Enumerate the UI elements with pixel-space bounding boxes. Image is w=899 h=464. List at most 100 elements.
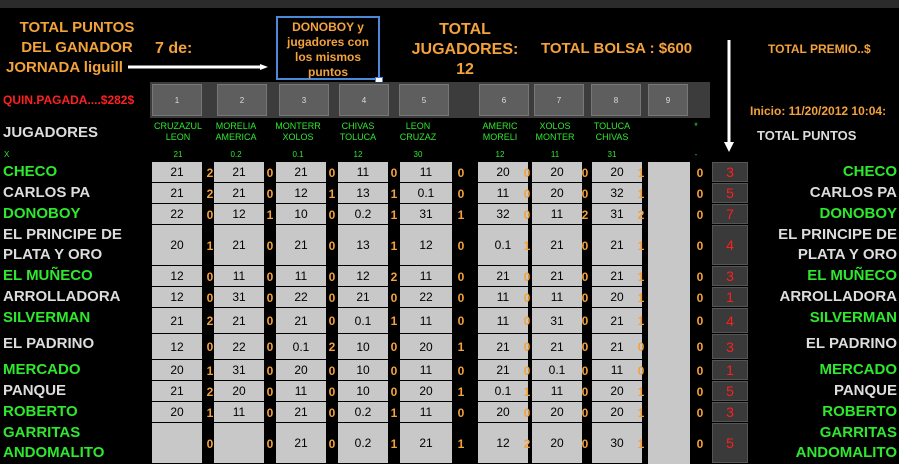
score-value: 1: [206, 405, 214, 420]
match-header: MONTERR XOLOS: [270, 121, 326, 143]
score-value: 1: [637, 290, 645, 305]
score-value: 2: [637, 207, 645, 222]
score-value: 0: [266, 238, 274, 253]
score-value-9: 0: [696, 405, 704, 420]
score-value: 1: [266, 207, 274, 222]
player-name: PANQUE: [3, 382, 67, 399]
prediction-cell-9: [648, 423, 690, 464]
prediction-cell: 12: [152, 266, 202, 286]
score-value: 0: [581, 165, 589, 180]
prediction-cell: 11: [532, 204, 582, 224]
score-value: 1: [457, 340, 465, 354]
prediction-cell: 21: [214, 162, 264, 182]
prediction-cell: 21: [276, 423, 326, 463]
score-value: 1: [457, 207, 465, 222]
player-row[interactable]: GARRITAS ANDOMALITO 21 0.2 21 12 20 30 0 0 0 1 1 2 0 1…: [0, 423, 899, 464]
match-points: 12: [495, 150, 505, 159]
player-row[interactable]: PANQUE 21 20 11 10 20 0.1 11 20 2 0 0 0 1 1 0 1 0 5 PANQUE: [0, 381, 899, 402]
match-points: 0.2: [230, 150, 242, 159]
match-header: AMERIC MORELI: [472, 121, 528, 143]
prediction-cell-9: [648, 287, 690, 308]
match-team-home: XOLOS: [539, 121, 571, 131]
prediction-cell: 21: [214, 308, 264, 333]
score-value-9: 0: [696, 238, 704, 253]
total-points: 5: [712, 381, 748, 401]
score-value-9: 0: [696, 436, 704, 451]
total-points: 4: [712, 225, 748, 265]
score-value: 0: [457, 405, 465, 420]
match-team-home: MORELIA: [215, 121, 257, 131]
player-name: EL MUÑECO: [3, 267, 93, 284]
match-team-home: TOLUCA: [593, 121, 631, 131]
prediction-cell: 12: [400, 225, 452, 265]
player-row[interactable]: ROBERTO 20 11 21 0.2 11 20 20 20 1 0 0 1 0 0 0 1 0 3 ROBERT…: [0, 402, 899, 423]
callout-textbox[interactable]: DONOBOY y jugadores con los mismos punto…: [276, 16, 380, 80]
player-name-right: PANQUE: [833, 382, 897, 399]
score-value: 2: [390, 269, 398, 284]
jornada-label: JORNADA liguill: [6, 59, 123, 76]
prediction-cell: 21: [338, 287, 388, 307]
score-value: 1: [390, 186, 398, 201]
total-points: 5: [712, 423, 748, 463]
prediction-cell: 21: [276, 308, 326, 333]
score-value: 1: [390, 436, 398, 451]
score-value: 1: [637, 384, 645, 399]
total-puntos-ganador-label: TOTAL PUNTOS DEL GANADOR: [19, 19, 135, 56]
prediction-cell: 0.2: [338, 204, 388, 224]
player-row[interactable]: ARROLLADORA 12 31 22 21 22 11 11 20 0 0 0 0 0 0 0 1 0 1 ARR…: [0, 287, 899, 308]
player-row[interactable]: DONOBOY 22 12 10 0.2 31 32 11 31 0 1 0 1 1 0 2 2 0 7 DONOBO…: [0, 204, 899, 225]
match-team-away: CHIVAS: [595, 132, 629, 142]
score-value: 2: [206, 186, 214, 201]
score-value: 0: [457, 269, 465, 284]
player-name: SILVERMAN: [3, 309, 91, 326]
player-row[interactable]: EL MUÑECO 12 11 11 12 11 21 21 21 0 0 0 2 0 0 0 1 0 3 EL MU…: [0, 266, 899, 287]
match-number-4: 4: [339, 84, 389, 116]
prediction-cell: 21: [152, 162, 202, 182]
player-name-right: CHECO: [842, 163, 897, 180]
quin-pagada-label: QUIN.PAGADA....$282$: [3, 93, 135, 107]
prediction-cell-9: [648, 308, 690, 334]
prediction-cell: 12: [214, 204, 264, 224]
player-row[interactable]: MERCADO 20 31 20 10 11 21 0.1 11 1 0 0 0 0 0 0 0 0 1 MERCAD…: [0, 360, 899, 381]
prediction-cell: 11: [532, 381, 582, 401]
score-value: 0: [206, 340, 214, 354]
score-value: 0: [390, 340, 398, 354]
prediction-cell: 10: [338, 360, 388, 380]
prediction-cell: 12: [478, 423, 528, 463]
prediction-cell: 21: [276, 402, 326, 422]
score-value: 0: [581, 384, 589, 399]
score-value: 0: [206, 290, 214, 305]
prediction-cell: 11: [276, 381, 326, 401]
player-row[interactable]: EL PRINCIPE DE PLATA Y ORO 20 21 21 13 12 0.1 2…: [0, 225, 899, 266]
match-number-8: 8: [591, 84, 641, 116]
score-value: 1: [637, 314, 645, 328]
player-name-right: ROBERTO: [822, 403, 897, 420]
score-value: 0: [581, 363, 589, 378]
score-value: 0: [581, 269, 589, 284]
score-value: 0: [581, 238, 589, 253]
score-value: 0: [266, 290, 274, 305]
player-row[interactable]: CHECO 21 21 21 11 11 20 20 20 2 0 0 0 0 0 0 1 0 3 CHECO: [0, 162, 899, 183]
prediction-cell: 11: [214, 402, 264, 422]
player-row[interactable]: CARLOS PA 21 21 12 13 0.1 11 20 32 2 0 1 1 0 0 0 1 0 5 CARL…: [0, 183, 899, 204]
player-name-right: CARLOS PA: [809, 184, 897, 201]
prediction-cell: 20: [532, 402, 582, 422]
prediction-cell-9: [648, 381, 690, 402]
score-value: 0: [523, 290, 531, 305]
prediction-cell-9: [648, 334, 690, 360]
player-name: EL PADRINO: [3, 335, 95, 352]
score-value: 0: [581, 314, 589, 328]
x-label: X: [4, 150, 10, 159]
player-row[interactable]: EL PADRINO 12 22 0.1 10 20 21 21 21 0 0 2 0 1 0 0 0 0 3 EL …: [0, 334, 899, 360]
score-value: 1: [523, 384, 531, 399]
total-points: 7: [712, 204, 748, 224]
player-name-right: SILVERMAN: [809, 309, 897, 326]
prediction-cell: 13: [338, 225, 388, 265]
score-value: 0: [266, 165, 274, 180]
player-row[interactable]: SILVERMAN 21 21 21 0.1 11 11 31 21 2 0 0 1 0 0 0 1 0 4 SILV…: [0, 308, 899, 334]
score-value: 0: [390, 165, 398, 180]
score-value: 0: [266, 384, 274, 399]
prediction-cell: 0.1: [532, 360, 582, 380]
score-value: 0: [457, 314, 465, 328]
match-header: CRUZAZUL LEON: [150, 121, 206, 143]
